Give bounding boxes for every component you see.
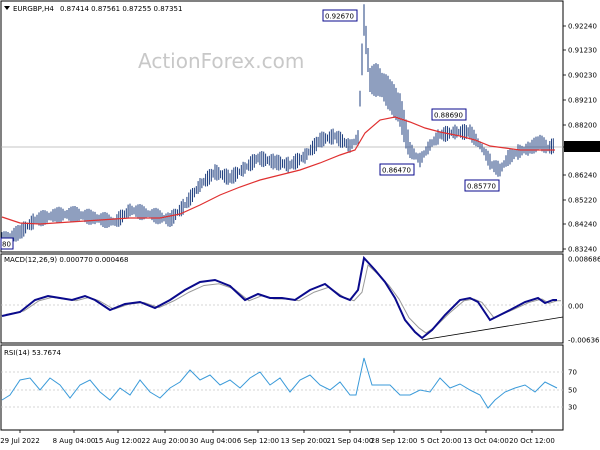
annotation-low2-text: 0.85770 <box>467 183 496 191</box>
time-tick-label: 8 Aug 04:00 <box>53 437 96 445</box>
macd-panel-frame <box>0 253 564 344</box>
annotation-left-edge-text: 80 <box>2 241 11 249</box>
time-tick-label: 6 Sep 12:00 <box>237 437 279 445</box>
price-bars <box>1 4 554 248</box>
macd-axis: 0.008686 0.00 -0.006366 <box>568 256 600 345</box>
time-tick-label: 13 Oct 04:00 <box>463 437 509 445</box>
current-price-tag <box>564 141 600 152</box>
price-tick-label: 0.85220 <box>568 197 597 205</box>
dropdown-arrow-icon <box>4 6 10 10</box>
price-tick-label: 0.90230 <box>568 72 597 80</box>
annotation-high2-text: 0.88690 <box>434 112 463 120</box>
rsi-tick-label: 30 <box>568 404 577 412</box>
annotation-low1-text: 0.86470 <box>382 167 411 175</box>
time-tick-label: 15 Aug 12:00 <box>94 437 141 445</box>
rsi-line <box>1 357 558 409</box>
macd-tick-label: 0.008686 <box>568 256 600 264</box>
macd-label: MACD(12,26,9) 0.000770 0.000468 <box>4 256 128 264</box>
price-tick-label: 0.84240 <box>568 221 597 229</box>
time-tick-label: 22 Aug 20:00 <box>141 437 188 445</box>
annotation-low2: 0.85770 <box>464 179 500 192</box>
price-tick-label: 0.88200 <box>568 122 597 130</box>
rsi-tick-label: 70 <box>568 369 577 377</box>
symbol-label: EURGBP,H4 <box>13 5 54 13</box>
time-tick-label: 21 Sep 04:00 <box>327 437 374 445</box>
annotation-high1: 0.92670 <box>322 9 358 22</box>
price-axis: 0.922400.912300.902300.892100.882000.873… <box>563 23 597 254</box>
annotation-low1: 0.86470 <box>379 163 415 176</box>
time-tick-label: 20 Oct 12:00 <box>509 437 555 445</box>
macd-tick-label: 0.00 <box>568 303 584 311</box>
macd-tick-label: -0.006366 <box>568 337 600 345</box>
time-tick-label: 13 Sep 20:00 <box>281 437 328 445</box>
annotation-left-edge: 80 <box>0 237 14 250</box>
rsi-panel-frame <box>0 344 564 431</box>
ohlc-label: 0.87414 0.87561 0.87255 0.87351 <box>60 5 182 13</box>
price-tick-label: 0.89210 <box>568 97 597 105</box>
rsi-label: RSI(14) 53.7674 <box>4 349 61 357</box>
price-tick-label: 0.92240 <box>568 23 597 31</box>
macd-trendline <box>421 316 564 341</box>
macd-main-line <box>1 255 557 340</box>
rsi-tick-label: 50 <box>568 387 577 395</box>
time-tick-label: 28 Sep 12:00 <box>371 437 418 445</box>
rsi-axis: 70 50 30 <box>568 369 577 412</box>
time-axis: 29 Jul 2022 8 Aug 04:00 15 Aug 12:00 22 Aug… <box>0 430 555 445</box>
time-tick-label: 5 Oct 20:00 <box>420 437 461 445</box>
time-tick-label: 30 Aug 04:00 <box>189 437 236 445</box>
price-tick-label: 0.83240 <box>568 246 597 254</box>
price-tick-label: 0.86240 <box>568 172 597 180</box>
annotation-high1-text: 0.92670 <box>325 13 354 21</box>
time-tick-label: 29 Jul 2022 <box>0 437 40 445</box>
annotation-high2: 0.88690 <box>431 108 467 121</box>
watermark: ActionForex.com <box>138 49 304 73</box>
moving-average-line <box>1 116 555 225</box>
price-tick-label: 0.91230 <box>568 47 597 55</box>
price-panel-frame <box>0 0 564 253</box>
